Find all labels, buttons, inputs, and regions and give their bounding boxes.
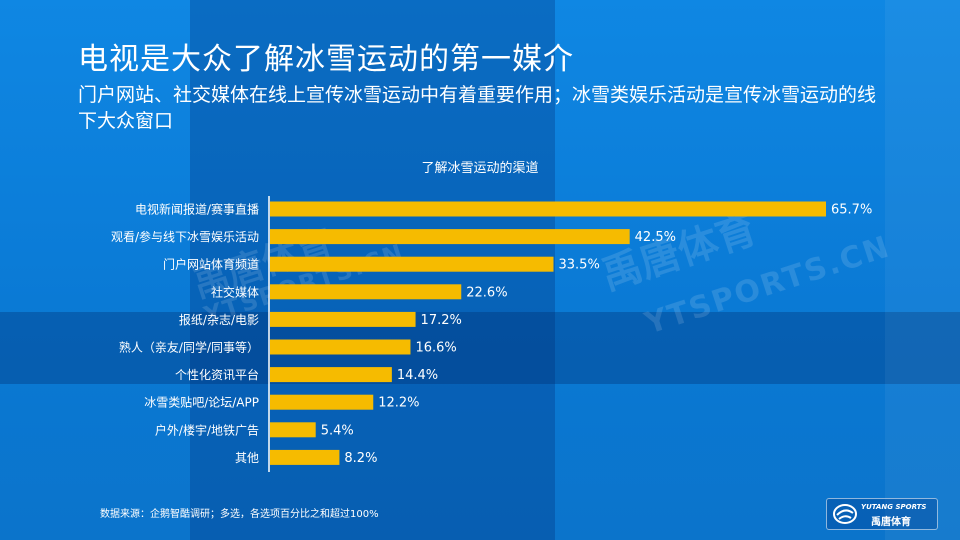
background-band-horizontal (0, 312, 960, 384)
value-label: 8.2% (344, 451, 377, 466)
category-label: 社交媒体 (211, 284, 259, 299)
brand-logo: YUTANG SPORTS 禹唐体育 (826, 498, 938, 530)
category-label: 电视新闻报道/赛事直播 (135, 202, 259, 217)
value-label: 14.4% (397, 368, 438, 383)
value-label: 12.2% (378, 396, 419, 411)
category-label: 其他 (235, 451, 259, 465)
bar (270, 201, 826, 217)
bar (270, 339, 411, 355)
bars-group: 电视新闻报道/赛事直播 65.7% 观看/参与线下冰雪娱乐活动 42.5% 门户网站体育… (111, 201, 872, 466)
logo-text-en: YUTANG SPORTS (861, 503, 927, 511)
bar (270, 449, 340, 465)
value-label: 5.4% (321, 423, 354, 438)
bar (270, 422, 316, 438)
source-note: 数据来源：企鹅智酷调研；多选，各选项百分比之和超过100% (100, 509, 379, 520)
bar (270, 256, 554, 272)
value-label: 42.5% (635, 230, 676, 245)
logo-mark-icon (833, 504, 857, 524)
category-label: 报纸/杂志/电影 (179, 312, 259, 327)
bar (270, 367, 392, 383)
category-label: 冰雪类贴吧/论坛/APP (144, 396, 259, 410)
background-band-right (885, 0, 960, 540)
value-label: 22.6% (466, 285, 507, 300)
page-subtitle: 门户网站、社交媒体在线上宣传冰雪运动中有着重要作用；冰雪类娱乐活动是宣传冰雪运动… (78, 84, 877, 132)
category-label: 户外/楼宇/地铁广告 (155, 422, 259, 437)
category-label: 个性化资讯平台 (175, 367, 259, 382)
value-label: 33.5% (559, 258, 600, 273)
category-label: 门户网站体育频道 (163, 257, 259, 272)
value-label: 16.6% (415, 341, 456, 356)
category-label: 观看/参与线下冰雪娱乐活动 (111, 229, 259, 244)
value-label: 65.7% (831, 203, 872, 218)
chart-title: 了解冰雪运动的渠道 (421, 160, 538, 176)
bar (270, 229, 630, 245)
logo-text-cn: 禹唐体育 (871, 517, 911, 528)
bar (270, 284, 462, 300)
category-label: 熟人（亲友/同学/同事等） (119, 340, 259, 355)
value-label: 17.2% (421, 313, 462, 328)
bar (270, 311, 416, 327)
page-title: 电视是大众了解冰雪运动的第一媒介 (78, 42, 574, 77)
bar (270, 394, 374, 410)
